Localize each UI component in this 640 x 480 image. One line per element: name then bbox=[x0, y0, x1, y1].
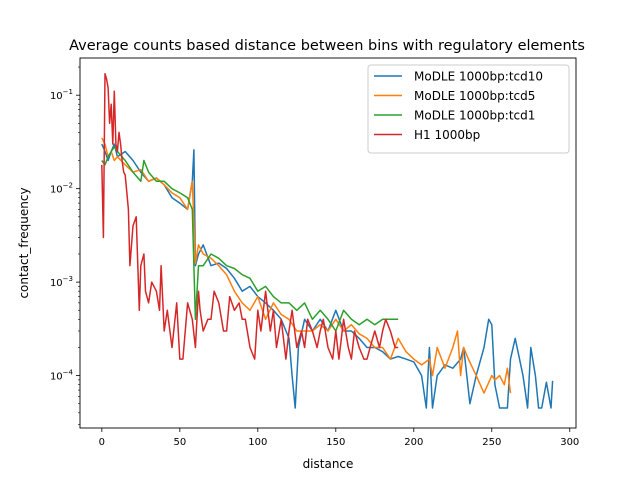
y-tick-label: 10−4 bbox=[50, 369, 74, 383]
series-line-3 bbox=[101, 72, 399, 360]
y-tick-label: 10−3 bbox=[50, 275, 73, 289]
plot-frame bbox=[79, 57, 577, 429]
y-tick-label: 10−2 bbox=[50, 182, 73, 196]
y-tick-exponent: −1 bbox=[63, 88, 73, 96]
legend-label: MoDLE 1000bp:tcd10 bbox=[414, 70, 543, 84]
y-tick-base: 10 bbox=[50, 278, 63, 289]
y-tick-base: 10 bbox=[50, 185, 63, 196]
series-line-2 bbox=[101, 146, 399, 332]
x-tick-label: 300 bbox=[560, 437, 579, 448]
x-tick-label: 250 bbox=[482, 437, 501, 448]
x-axis-label: distance bbox=[303, 457, 354, 471]
y-tick-exponent: −3 bbox=[63, 275, 73, 283]
x-tick-label: 100 bbox=[248, 437, 267, 448]
x-tick-label: 150 bbox=[326, 437, 345, 448]
y-tick-exponent: −4 bbox=[63, 369, 74, 377]
y-tick-base: 10 bbox=[50, 91, 63, 102]
legend: MoDLE 1000bp:tcd10 MoDLE 1000bp:tcd5 MoDLE… bbox=[367, 64, 570, 154]
x-tick-label: 0 bbox=[99, 437, 105, 448]
x-tick-label: 200 bbox=[404, 437, 423, 448]
legend-label: MoDLE 1000bp:tcd5 bbox=[414, 89, 535, 103]
x-tick-label: 50 bbox=[173, 437, 186, 448]
y-tick-label: 10−1 bbox=[50, 88, 73, 102]
legend-box bbox=[367, 64, 570, 154]
y-axis: 10−410−310−210−1 bbox=[50, 66, 80, 425]
legend-label: MoDLE 1000bp:tcd1 bbox=[414, 109, 535, 123]
plot-lines bbox=[101, 72, 554, 409]
chart-title: Average counts based distance between bi… bbox=[69, 38, 585, 54]
y-tick-exponent: −2 bbox=[63, 182, 73, 190]
legend-label: H1 1000bp bbox=[414, 128, 480, 142]
y-axis-label: contact_frequency bbox=[17, 187, 31, 298]
x-axis: 0 50 100 150 200 250 300 bbox=[99, 428, 579, 448]
y-tick-base: 10 bbox=[50, 372, 63, 383]
